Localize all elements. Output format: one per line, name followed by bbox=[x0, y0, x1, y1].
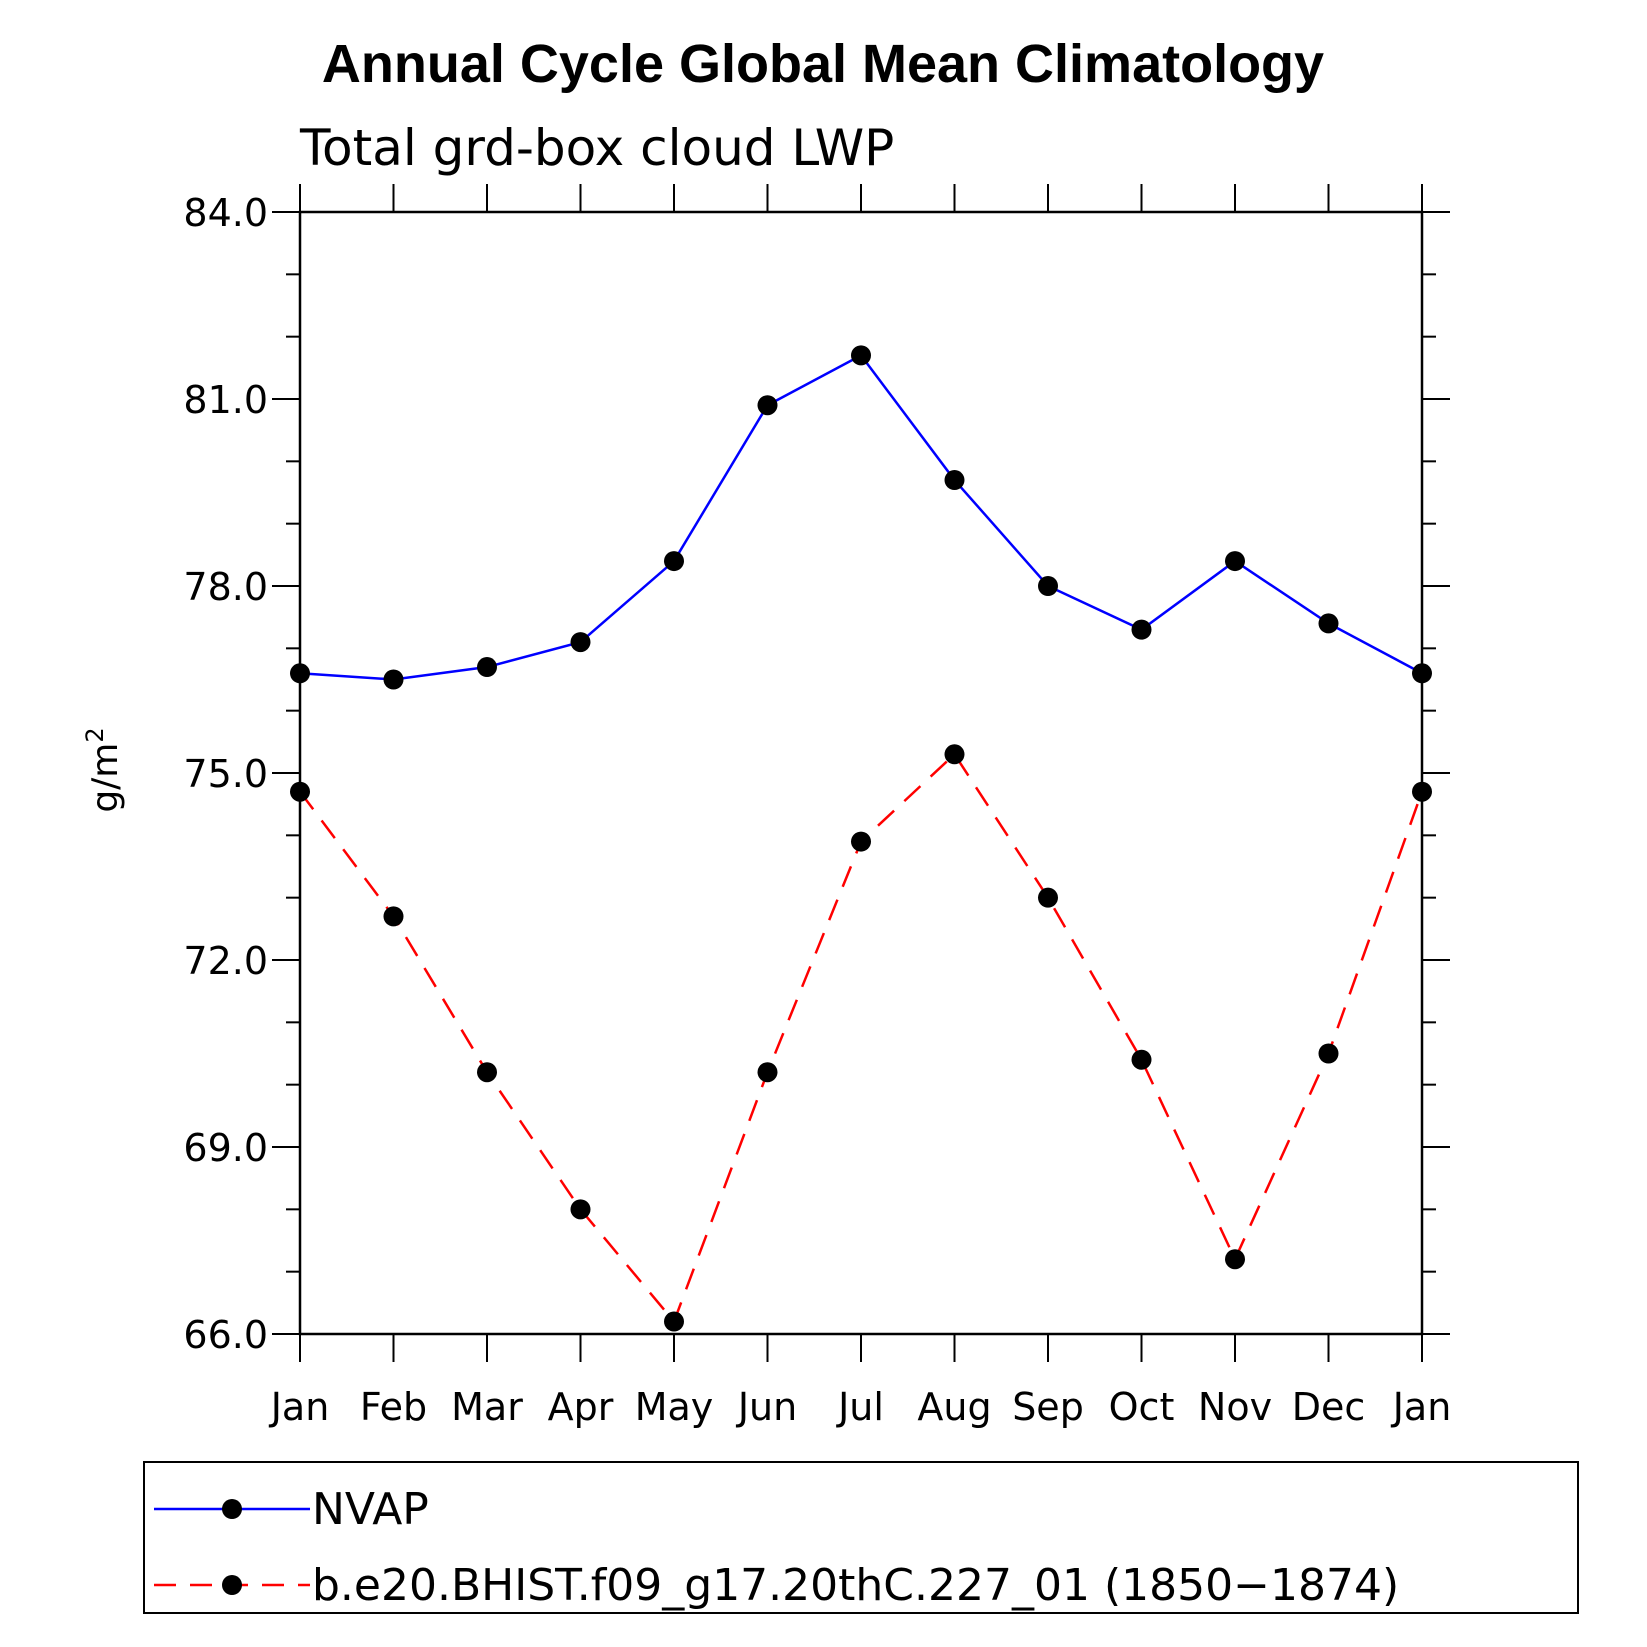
y-tick-label: 72.0 bbox=[183, 939, 268, 983]
data-point bbox=[1225, 1249, 1245, 1270]
legend-label-1: b.e20.BHIST.f09_g17.20thC.227_01 (1850−1… bbox=[312, 1560, 1399, 1611]
x-tick-label: Apr bbox=[548, 1385, 614, 1429]
y-tick-label: 75.0 bbox=[183, 752, 268, 796]
data-point bbox=[290, 781, 310, 802]
x-tick-label: Jun bbox=[736, 1385, 797, 1429]
data-point bbox=[290, 663, 310, 684]
chart-title: Annual Cycle Global Mean Climatology bbox=[322, 34, 1324, 94]
data-point bbox=[1131, 1049, 1152, 1070]
y-tick-label: 69.0 bbox=[183, 1126, 268, 1170]
x-tick-label: Oct bbox=[1109, 1385, 1175, 1429]
series-line-0 bbox=[299, 353, 1423, 681]
x-tick-label: Sep bbox=[1012, 1385, 1084, 1429]
data-point bbox=[944, 470, 965, 491]
data-point bbox=[570, 1199, 591, 1220]
y-tick-label: 66.0 bbox=[183, 1313, 268, 1357]
data-point bbox=[664, 1311, 684, 1332]
y-tick-label: 84.0 bbox=[183, 191, 268, 235]
data-point bbox=[570, 632, 591, 653]
data-point bbox=[1038, 887, 1058, 908]
data-point bbox=[1225, 551, 1245, 572]
x-tick-label: Feb bbox=[360, 1385, 427, 1429]
legend-box bbox=[143, 1461, 1579, 1614]
x-tick-label: Aug bbox=[917, 1385, 991, 1429]
data-point bbox=[944, 744, 965, 765]
data-point bbox=[477, 1062, 497, 1083]
data-point bbox=[757, 1062, 778, 1083]
y-tick-label: 81.0 bbox=[183, 378, 268, 422]
data-point bbox=[851, 345, 871, 366]
x-tick-label: Dec bbox=[1292, 1385, 1366, 1429]
x-tick-label: May bbox=[635, 1385, 714, 1429]
svg-text:g/m2: g/m2 bbox=[81, 727, 126, 812]
x-tick-label: Nov bbox=[1198, 1385, 1272, 1429]
data-point bbox=[757, 395, 778, 416]
data-point bbox=[1318, 613, 1339, 634]
x-tick-label: Jan bbox=[269, 1385, 330, 1429]
data-point bbox=[1412, 663, 1432, 684]
series-layer bbox=[290, 345, 1432, 1332]
y-axis-label-superscript: 2 bbox=[81, 727, 109, 742]
data-point bbox=[383, 669, 404, 690]
data-point bbox=[1131, 619, 1152, 640]
y-axis-label: g/m2 bbox=[81, 727, 126, 812]
plot-frame bbox=[298, 210, 1424, 1336]
data-point bbox=[1038, 576, 1058, 596]
data-point bbox=[664, 551, 684, 572]
legend-label-0: NVAP bbox=[312, 1484, 429, 1535]
legend: NVAP b.e20.BHIST.f09_g17.20thC.227_01 (18… bbox=[154, 1484, 1399, 1611]
chart-subtitle: Total grd-box cloud LWP bbox=[299, 119, 894, 177]
legend-marker-0 bbox=[222, 1499, 242, 1519]
data-point bbox=[1318, 1043, 1339, 1064]
data-point bbox=[383, 906, 404, 927]
y-tick-label: 78.0 bbox=[183, 565, 268, 609]
y-axis-label-text: g/m bbox=[85, 743, 126, 813]
x-tick-label: Jan bbox=[1391, 1385, 1452, 1429]
x-tick-label: Mar bbox=[451, 1385, 523, 1429]
data-point bbox=[1412, 781, 1432, 802]
axes: 66.0 69.0 72.0 75.0 78.0 81.0 84.0 Jan Feb Mar Apr… bbox=[183, 184, 1451, 1429]
data-point bbox=[851, 831, 871, 852]
data-point bbox=[477, 657, 497, 678]
legend-marker-1 bbox=[222, 1575, 242, 1595]
x-tick-label: Jul bbox=[836, 1385, 884, 1429]
